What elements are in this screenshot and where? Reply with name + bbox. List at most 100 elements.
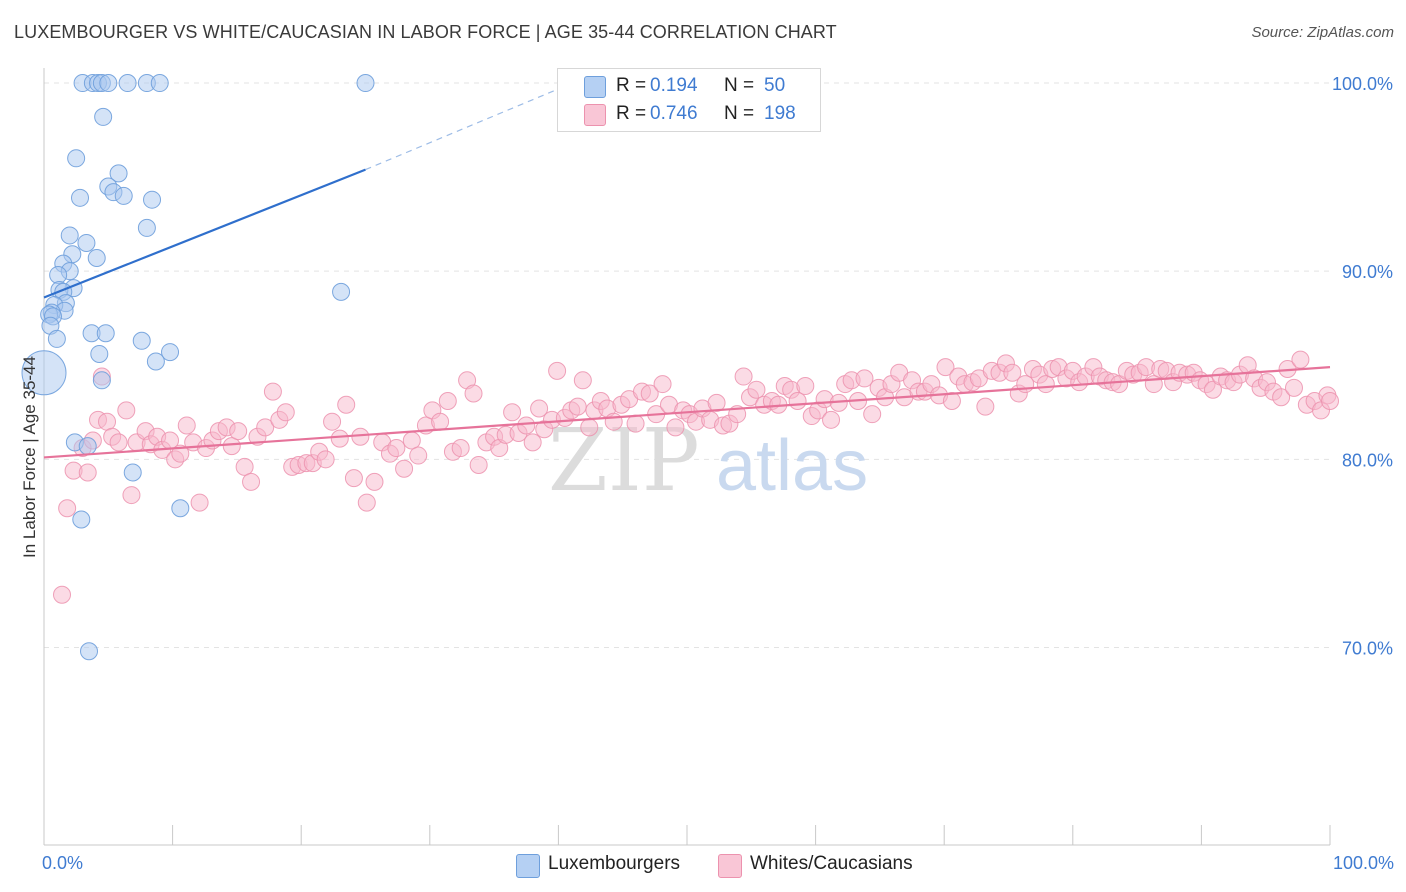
series-legend: Luxembourgers Whites/Caucasians [0, 850, 1406, 880]
pink-series-points [53, 350, 1339, 604]
pink-point [1110, 375, 1129, 394]
blue-point [92, 371, 111, 390]
blue-point [77, 233, 96, 252]
pink-point [229, 422, 248, 441]
blue-point [143, 190, 162, 209]
x-tick-label: 100.0% [1333, 853, 1394, 873]
pink-point [523, 433, 542, 452]
y-tick-label: 80.0% [1342, 450, 1393, 470]
pink-point [464, 384, 483, 403]
pink-point [122, 486, 141, 505]
legend-n-value: 50 [764, 75, 786, 96]
chart-title: LUXEMBOURGER VS WHITE/CAUCASIAN IN LABOR… [14, 22, 837, 42]
legend-label: Luxembourgers [548, 853, 681, 874]
pink-point [1036, 375, 1055, 394]
blue-point [356, 74, 375, 93]
pink-point [822, 410, 841, 429]
blue-point [90, 344, 109, 363]
blue-point [67, 149, 86, 168]
x-tick-labels: 0.0% 100.0% [42, 853, 1394, 873]
blue-point [47, 329, 66, 348]
blue-point [171, 499, 190, 518]
pink-point [503, 403, 522, 422]
watermark-atlas: atlas [716, 426, 868, 506]
gridlines [44, 82, 1330, 648]
pink-point [1284, 378, 1303, 397]
pink-point [469, 455, 488, 474]
pink-point [863, 405, 882, 424]
pink-point [431, 412, 450, 431]
pink-point [1321, 392, 1339, 410]
pink-point [855, 369, 874, 388]
blue-series-points [21, 74, 375, 661]
pink-point [53, 585, 72, 604]
pink-point [640, 384, 659, 403]
blue-point [109, 164, 128, 183]
source-credit: Source: ZipAtlas.com [1251, 24, 1394, 41]
pink-point [604, 412, 623, 431]
legend-r-label: R = [616, 103, 647, 124]
pink-point [1272, 388, 1291, 407]
x-tick-label: 0.0% [42, 853, 83, 873]
pink-point [222, 437, 241, 456]
pink-point [171, 444, 190, 463]
pink-point [666, 418, 685, 437]
blue-point [72, 510, 91, 529]
pink-point [517, 416, 536, 435]
pink-point [263, 382, 282, 401]
pink-point [344, 469, 363, 488]
pink-point [707, 393, 726, 412]
pink-point [395, 459, 414, 478]
pink-point [568, 397, 587, 416]
pink-point [530, 399, 549, 418]
legend-n-label: N = [724, 103, 755, 124]
legend-label: Whites/Caucasians [750, 853, 913, 874]
pink-point [387, 439, 406, 458]
legend-r-value: 0.746 [650, 103, 698, 124]
legend-n-value: 198 [764, 103, 796, 124]
pink-point [177, 416, 196, 435]
pink-point [942, 392, 961, 410]
pink-point [788, 392, 807, 410]
y-tick-label: 100.0% [1332, 74, 1393, 94]
pink-point [936, 358, 955, 377]
legend-swatch-blue [516, 854, 540, 878]
pink-point [451, 439, 470, 458]
blue-point [78, 437, 97, 456]
blue-trend-extension [365, 74, 591, 171]
pink-point [653, 375, 672, 394]
blue-point [99, 74, 118, 93]
legend-n-label: N = [724, 75, 755, 96]
blue-point [161, 343, 180, 362]
pink-point [626, 414, 645, 433]
pink-point [796, 376, 815, 395]
watermark: ZIP atlas [548, 411, 868, 511]
pink-point [190, 493, 209, 512]
pink-point [256, 418, 275, 437]
legend-swatch-blue [584, 76, 606, 98]
pink-point [117, 401, 136, 420]
y-axis-label: In Labor Force | Age 35-44 [20, 356, 39, 558]
pink-point [330, 429, 349, 448]
blue-point [60, 226, 79, 245]
pink-point [337, 395, 356, 414]
pink-point [357, 493, 376, 512]
pink-point [235, 457, 254, 476]
legend-swatch-pink [584, 104, 606, 126]
blue-point [146, 352, 165, 371]
trend-lines [43, 74, 1331, 459]
pink-point [409, 446, 428, 465]
pink-point [438, 392, 457, 410]
blue-point [132, 331, 151, 350]
pink-point [580, 418, 599, 437]
pink-point [1003, 363, 1022, 382]
pink-point [548, 361, 567, 380]
blue-point [118, 74, 137, 93]
pink-trend-line [43, 366, 1331, 459]
pink-point [402, 431, 421, 450]
blue-point [49, 265, 68, 284]
blue-point [80, 642, 99, 661]
y-tick-labels: 70.0% 80.0% 90.0% 100.0% [1332, 74, 1393, 658]
blue-point [71, 188, 90, 207]
